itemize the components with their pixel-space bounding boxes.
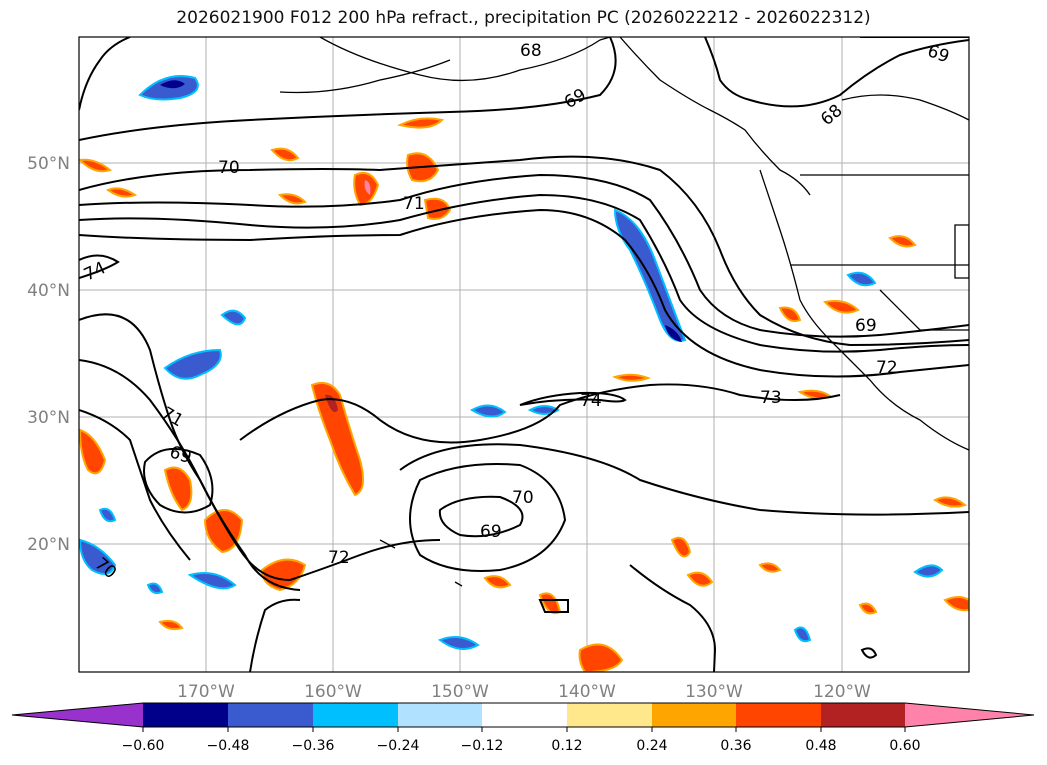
- lon-label: 160°W: [304, 682, 362, 702]
- contour-label: 70: [218, 158, 240, 178]
- plot-frame: [78, 36, 970, 673]
- precip-positive-patch: [686, 571, 714, 587]
- precip-positive-patch: [364, 180, 371, 195]
- precip-negative-patch: [793, 626, 812, 643]
- colorbar-tick-label: −0.48: [207, 738, 250, 754]
- precip-positive-patch: [797, 389, 833, 400]
- lon-label: 130°W: [685, 682, 743, 702]
- colorbar-tick-label: −0.60: [122, 738, 165, 754]
- longitude-labels: 170°W 160°W 150°W 140°W 130°W 120°W: [177, 682, 871, 702]
- colorbar-tick-label: 0.60: [889, 738, 920, 754]
- precip-negative-patch: [469, 404, 507, 418]
- precip-negative-patch: [913, 564, 944, 578]
- precip-positive-patch: [310, 382, 365, 497]
- colorbar-segment: [652, 703, 736, 727]
- precip-positive-patch: [79, 428, 107, 475]
- refractivity-contours: [79, 37, 969, 672]
- lat-label: 50°N: [27, 154, 70, 174]
- contour-label: 69: [855, 316, 877, 336]
- plot-area: [79, 37, 969, 672]
- colorbar-segment: [482, 703, 567, 727]
- precip-negative-patch: [146, 582, 164, 595]
- colorbar-extend-low: [12, 703, 143, 727]
- colorbar-segment: [228, 703, 313, 727]
- precip-positive-patch: [670, 536, 692, 558]
- colorbar-segment: [313, 703, 398, 727]
- colorbar-segment: [821, 703, 905, 727]
- precip-positive-patch: [270, 147, 300, 162]
- map-title: 2026021900 F012 200 hPa refract., precip…: [176, 8, 871, 28]
- contour-label: 74: [580, 391, 602, 411]
- precip-positive-patch: [888, 235, 917, 248]
- contour-label: 70: [512, 488, 534, 508]
- precip-positive-patch: [79, 158, 113, 173]
- colorbar-tick-label: 0.24: [636, 738, 667, 754]
- precip-negative-patch: [527, 405, 560, 415]
- colorbar-tick-label: −0.24: [377, 738, 420, 754]
- precip-negative-patch: [665, 325, 682, 342]
- colorbar-segment: [736, 703, 821, 727]
- precip-patches: [79, 75, 969, 672]
- colorbar-tick-label: 0.48: [805, 738, 836, 754]
- precip-positive-patch: [397, 117, 444, 129]
- lat-label: 30°N: [27, 408, 70, 428]
- precip-negative-patch: [846, 271, 877, 287]
- lon-label: 140°W: [558, 682, 616, 702]
- precip-negative-patch: [437, 635, 480, 650]
- colorbar-segment: [143, 703, 228, 727]
- precip-positive-patch: [612, 373, 651, 382]
- precip-positive-patch: [105, 187, 138, 198]
- lon-label: 170°W: [177, 682, 235, 702]
- precip-negative-patch: [160, 80, 185, 89]
- colorbar-tick-label: −0.12: [461, 738, 504, 754]
- precip-positive-patch: [758, 562, 782, 573]
- precip-positive-patch: [163, 466, 193, 512]
- precip-negative-patch: [220, 309, 247, 326]
- contour-label: 71: [403, 194, 425, 214]
- precip-positive-patch: [932, 496, 968, 508]
- precip-positive-patch: [423, 197, 452, 220]
- precip-negative-patch: [187, 572, 237, 590]
- colorbar-segment: [398, 703, 482, 727]
- precip-negative-patch: [79, 538, 117, 575]
- precip-negative-patch: [163, 348, 222, 380]
- contour-label: 69: [480, 522, 502, 542]
- lon-label: 150°W: [431, 682, 489, 702]
- contour-label: 72: [876, 358, 898, 378]
- precip-positive-patch: [158, 619, 184, 631]
- lat-label: 20°N: [27, 535, 70, 555]
- colorbar-tick-label: 0.12: [551, 738, 582, 754]
- precip-positive-patch: [823, 300, 860, 314]
- contour-label: 73: [760, 388, 782, 408]
- precip-positive-patch: [277, 193, 307, 205]
- precip-negative-patch: [98, 507, 117, 523]
- precip-positive-patch: [858, 602, 878, 615]
- colorbar-tick-label: 0.36: [720, 738, 751, 754]
- colorbar-extend-high: [905, 703, 1034, 727]
- colorbar-segment: [567, 703, 652, 727]
- latitude-labels: 50°N 40°N 30°N 20°N: [27, 154, 70, 555]
- lon-label: 120°W: [813, 682, 871, 702]
- precip-positive-patch: [483, 575, 512, 589]
- contour-label: 72: [328, 548, 350, 568]
- lat-label: 40°N: [27, 281, 70, 301]
- contour-label: 68: [520, 41, 542, 61]
- colorbar: −0.60 −0.48 −0.36 −0.24 −0.12 0.12 0.24 …: [11, 702, 1035, 754]
- precip-positive-patch: [943, 596, 969, 612]
- precip-positive-patch: [578, 643, 624, 672]
- precip-positive-patch: [778, 306, 802, 323]
- colorbar-tick-label: −0.36: [292, 738, 335, 754]
